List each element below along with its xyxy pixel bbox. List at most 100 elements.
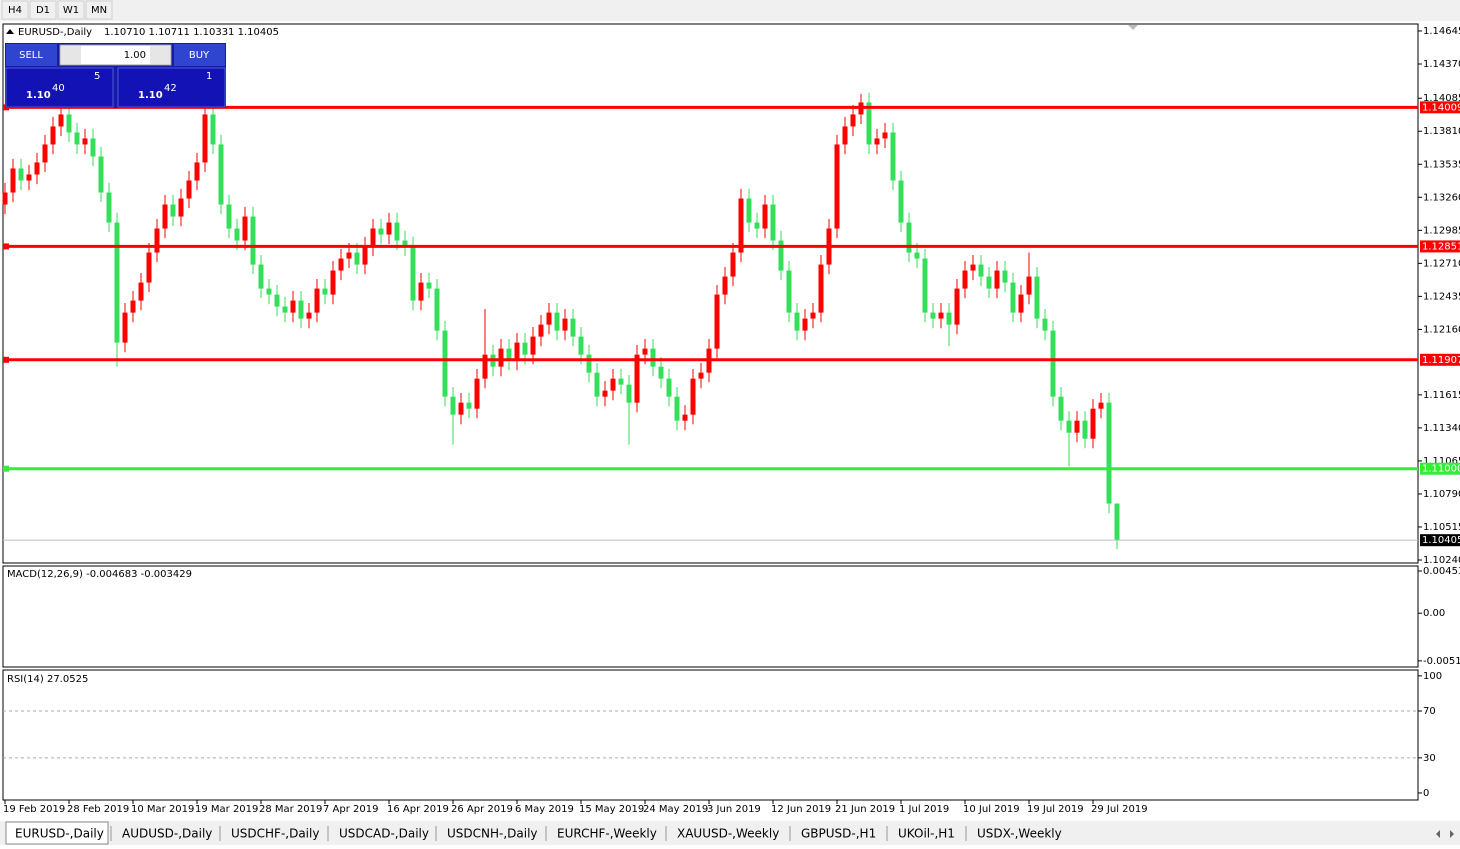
- candle-body: [730, 252, 736, 277]
- collapse-icon[interactable]: [6, 29, 14, 34]
- x-tick-label: 26 Apr 2019: [451, 804, 513, 815]
- candle-body: [650, 348, 656, 367]
- ask-frac: 1: [206, 71, 212, 82]
- tab[interactable]: AUDUSD-,Daily: [122, 827, 212, 841]
- ask-box[interactable]: [117, 67, 226, 108]
- candle-body: [130, 300, 136, 313]
- x-tick-label: 6 May 2019: [515, 804, 574, 815]
- candle-body: [322, 288, 328, 295]
- y-tick-label: 1.10240: [1423, 555, 1460, 566]
- y-tick-label: 1.12435: [1423, 291, 1460, 302]
- candle-body: [34, 162, 40, 175]
- tab[interactable]: USDCHF-,Daily: [231, 827, 319, 841]
- candle-body: [762, 204, 768, 229]
- candle-body: [1114, 503, 1120, 541]
- tab-active[interactable]: [5, 821, 109, 845]
- candle-body: [786, 270, 792, 313]
- candle-body: [682, 414, 688, 421]
- x-tick-label: 1 Jul 2019: [899, 804, 949, 815]
- bid-big: 1.10: [26, 90, 51, 101]
- candle-body: [1106, 402, 1112, 504]
- candle-body: [626, 384, 632, 403]
- candle-body: [906, 222, 912, 253]
- candle-body: [738, 198, 744, 253]
- candle-body: [450, 396, 456, 415]
- timeframe-label: H4: [8, 5, 22, 16]
- candle-body: [1082, 420, 1088, 439]
- candle-body: [658, 366, 664, 379]
- x-tick-label: 19 Feb 2019: [3, 804, 65, 815]
- x-tick-label: 10 Mar 2019: [131, 804, 194, 815]
- indicator-title: MACD(12,26,9) -0.004683 -0.003429: [7, 569, 192, 580]
- candle-body: [162, 204, 168, 229]
- candle-body: [602, 390, 608, 397]
- candle-body: [458, 402, 464, 415]
- indicator-title: RSI(14) 27.0525: [7, 674, 88, 685]
- candle-body: [1010, 282, 1016, 313]
- candle-body: [466, 402, 472, 409]
- lot-up[interactable]: [150, 46, 170, 64]
- tab[interactable]: UKOil-,H1: [898, 827, 955, 841]
- level-label: 1.12851: [1422, 241, 1460, 252]
- candle-body: [866, 102, 872, 145]
- tab[interactable]: GBPUSD-,H1: [801, 827, 876, 841]
- candle-body: [938, 312, 944, 319]
- y-tick-label: 1.14370: [1423, 59, 1460, 70]
- timeframe-button[interactable]: [85, 0, 113, 20]
- tab[interactable]: XAUUSD-,Weekly: [677, 827, 779, 841]
- candle-body: [978, 264, 984, 277]
- candle-body: [306, 312, 312, 319]
- candle-body: [346, 252, 352, 259]
- candle-body: [250, 216, 256, 265]
- candle-body: [58, 114, 64, 127]
- lot-down[interactable]: [61, 46, 81, 64]
- candle-body: [954, 288, 960, 325]
- candle-body: [338, 258, 344, 271]
- tab[interactable]: USDX-,Weekly: [977, 827, 1062, 841]
- candle-body: [562, 318, 568, 331]
- candle-body: [898, 180, 904, 223]
- y-tick-label: 1.11615: [1423, 390, 1460, 401]
- tab[interactable]: EURUSD-,Daily: [15, 827, 104, 841]
- timeframe-button[interactable]: [29, 0, 57, 20]
- timeframe-button[interactable]: [57, 0, 85, 20]
- tab[interactable]: USDCAD-,Daily: [339, 827, 429, 841]
- y-tick-label: 1.11340: [1423, 423, 1460, 434]
- candle-body: [1050, 330, 1056, 397]
- buy-button[interactable]: [174, 44, 225, 66]
- candle-body: [1042, 318, 1048, 331]
- candle-body: [474, 378, 480, 409]
- sell-button[interactable]: [6, 44, 57, 66]
- candle-body: [138, 282, 144, 301]
- candle-body: [610, 378, 616, 391]
- timeframe-button[interactable]: [1, 0, 29, 20]
- candle-body: [578, 336, 584, 355]
- candle-body: [530, 336, 536, 355]
- candle-body: [1018, 294, 1024, 313]
- y-tick-label: 30: [1423, 753, 1436, 764]
- candle-body: [1066, 420, 1072, 433]
- bid-box[interactable]: [5, 67, 114, 108]
- lot-value: 1.00: [124, 50, 146, 61]
- candle-body: [50, 126, 56, 145]
- tab-scroll-left[interactable]: [1436, 830, 1440, 838]
- tab[interactable]: EURCHF-,Weekly: [557, 827, 657, 841]
- last-price-bg: [1420, 534, 1460, 547]
- candle-body: [714, 294, 720, 349]
- candle-body: [1002, 270, 1008, 283]
- tab-scroll-right[interactable]: [1450, 830, 1454, 838]
- candle-body: [146, 252, 152, 283]
- x-tick-label: 24 May 2019: [643, 804, 708, 815]
- macd-panel: [2, 565, 1419, 668]
- ask-big: 1.10: [138, 90, 163, 101]
- y-tick-label: -0.005122: [1423, 656, 1460, 667]
- candle-body: [674, 396, 680, 421]
- tab[interactable]: USDCNH-,Daily: [447, 827, 538, 841]
- lot-input[interactable]: [59, 44, 172, 66]
- candle-body: [538, 324, 544, 337]
- candle-body: [810, 312, 816, 319]
- candle-body: [506, 348, 512, 361]
- candle-body: [170, 204, 176, 217]
- candle-body: [210, 114, 216, 145]
- candle-body: [1058, 396, 1064, 421]
